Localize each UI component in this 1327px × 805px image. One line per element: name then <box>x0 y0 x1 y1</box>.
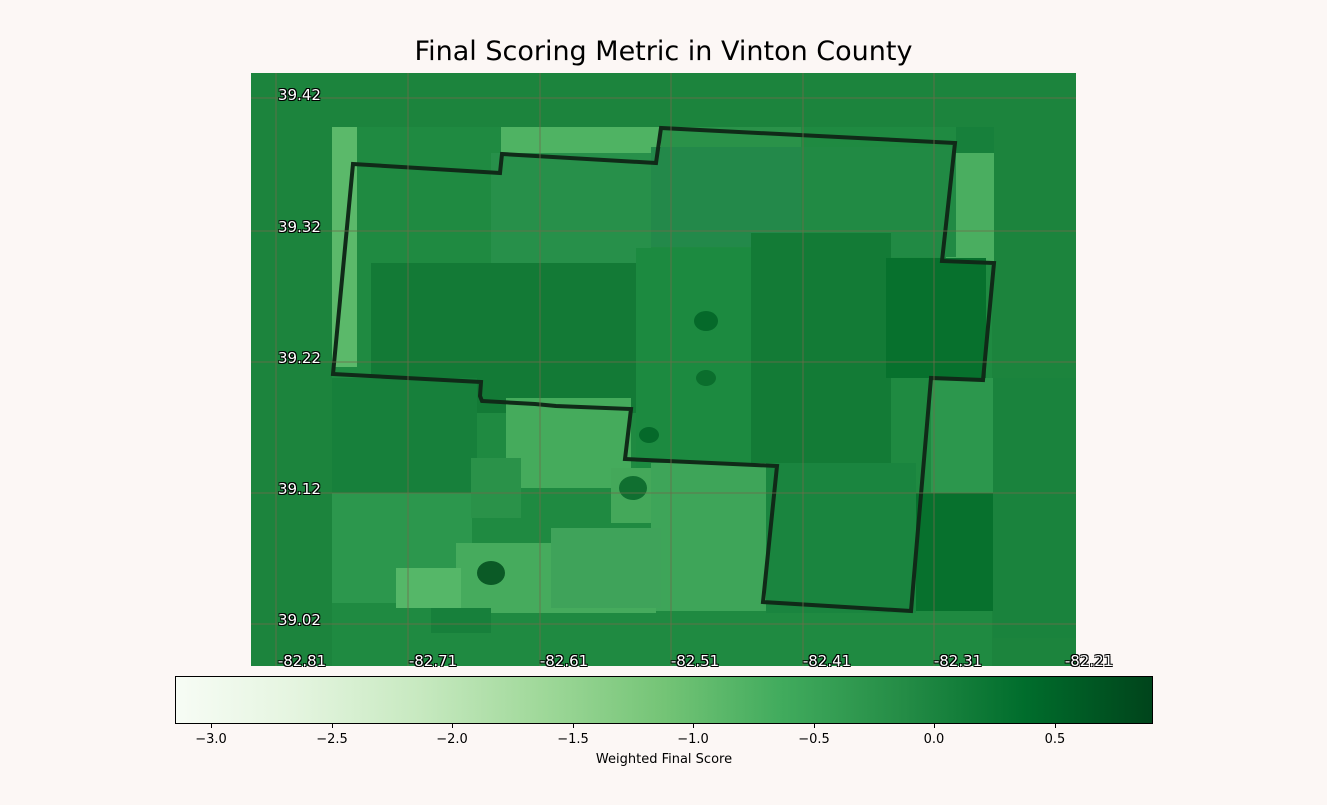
colorbar-tick <box>814 723 815 728</box>
latitude-tick-label: 39.02 <box>278 611 321 629</box>
colorbar-tick-label: −2.5 <box>316 732 348 747</box>
high-score-blob <box>477 561 505 585</box>
colorbar-tick-label: 0.5 <box>1044 732 1066 747</box>
choropleth-map <box>251 73 1076 666</box>
region-tile <box>332 378 477 498</box>
colorbar-tick-label: −3.0 <box>195 732 227 747</box>
region-tile <box>471 458 521 518</box>
colorbar-tick <box>452 723 453 728</box>
longitude-tick-label: -82.21 <box>1064 652 1114 670</box>
longitude-tick-label: -82.41 <box>802 652 852 670</box>
region-tile <box>766 463 916 613</box>
latitude-tick-label: 39.42 <box>278 86 321 104</box>
colorbar-tick-label: −2.0 <box>436 732 468 747</box>
colorbar-tick <box>332 723 333 728</box>
latitude-tick-label: 39.32 <box>278 218 321 236</box>
longitude-tick-label: -82.31 <box>933 652 983 670</box>
colorbar-tick-label: 0.0 <box>923 732 945 747</box>
colorbar-tick-label: −1.5 <box>557 732 589 747</box>
map-gridlines <box>251 73 1076 666</box>
colorbar-tick <box>573 723 574 728</box>
region-tile <box>911 493 993 611</box>
colorbar-tick <box>934 723 935 728</box>
latitude-tick-label: 39.22 <box>278 349 321 367</box>
colorbar <box>175 676 1153 724</box>
region-tile <box>506 398 631 488</box>
region-tile <box>956 127 994 153</box>
longitude-tick-label: -82.51 <box>670 652 720 670</box>
longitude-tick-label: -82.61 <box>539 652 589 670</box>
map-area <box>251 73 1076 666</box>
colorbar-tick-label: −0.5 <box>798 732 830 747</box>
colorbar-tick-label: −1.0 <box>677 732 709 747</box>
high-score-blob <box>619 476 647 500</box>
region-tile <box>886 258 986 378</box>
vinton-county-boundary <box>330 125 997 614</box>
latitude-tick-label: 39.12 <box>278 480 321 498</box>
high-score-blob <box>696 370 716 386</box>
region-tile <box>651 147 801 247</box>
colorbar-label: Weighted Final Score <box>595 752 733 767</box>
region-tile <box>751 233 891 473</box>
longitude-tick-label: -82.81 <box>277 652 327 670</box>
region-tile <box>491 153 651 273</box>
high-score-blob <box>694 311 718 331</box>
colorbar-tick <box>693 723 694 728</box>
map-title: Final Scoring Metric in Vinton County <box>414 36 913 67</box>
region-tile <box>396 568 461 608</box>
region-tile <box>551 528 661 608</box>
region-tile <box>651 463 766 611</box>
longitude-tick-label: -82.71 <box>408 652 458 670</box>
region-tile <box>993 378 1076 638</box>
colorbar-tick <box>1055 723 1056 728</box>
region-tile <box>431 608 491 633</box>
high-score-blob <box>639 427 659 443</box>
region-tile <box>931 378 993 498</box>
colorbar-tick <box>211 723 212 728</box>
